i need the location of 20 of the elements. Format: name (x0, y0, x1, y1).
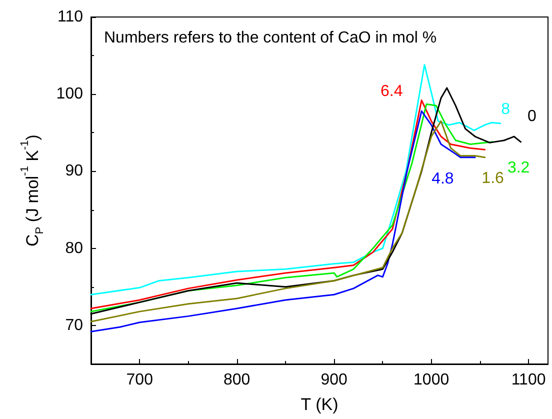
series-label: 1.6 (482, 170, 504, 187)
y-tick-label: 80 (65, 240, 84, 257)
x-tick-label: 700 (126, 372, 154, 388)
y-axis-title: CP (J mol-1 K-1) (18, 134, 46, 246)
line-series (90, 64, 502, 296)
x-axis-title: T (K) (300, 395, 338, 414)
x-tick-label: 1000 (414, 372, 450, 388)
series-label: 0 (528, 108, 537, 126)
series-label: 8 (501, 101, 510, 118)
y-tick-label: 90 (65, 162, 84, 180)
y-tick-label: 70 (65, 316, 84, 334)
series-label: 4.8 (432, 170, 454, 188)
y-tick-label: 110 (57, 8, 84, 26)
x-tick-label: 800 (224, 372, 250, 388)
series-label: 6.4 (380, 82, 403, 100)
x-tick-label: 1100 (511, 372, 546, 388)
y-tick-label: 100 (56, 86, 84, 103)
annotation: Numbers refers to the content of CaO in mol % (104, 30, 437, 46)
series-label: 3.2 (507, 159, 530, 176)
x-tick-label: 900 (320, 372, 348, 388)
